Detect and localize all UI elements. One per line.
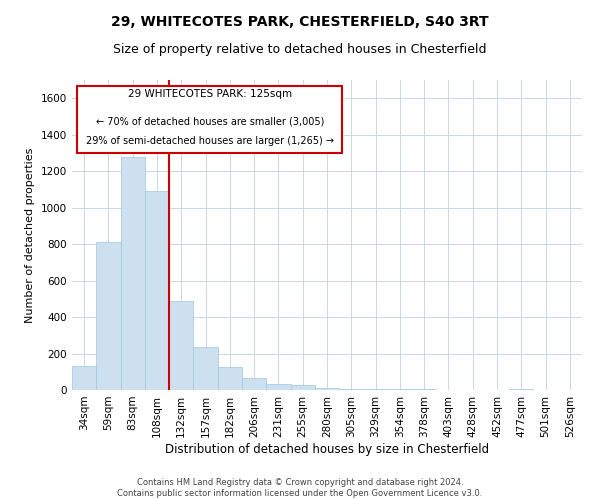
- Bar: [339, 388, 364, 390]
- Bar: [315, 388, 339, 390]
- Text: 29% of semi-detached houses are larger (1,265) →: 29% of semi-detached houses are larger (…: [86, 136, 334, 146]
- Bar: [218, 367, 242, 390]
- Bar: [121, 156, 145, 390]
- Bar: [169, 300, 193, 390]
- FancyBboxPatch shape: [77, 86, 342, 153]
- Bar: [242, 378, 266, 390]
- Bar: [364, 389, 388, 390]
- Text: 29 WHITECOTES PARK: 125sqm: 29 WHITECOTES PARK: 125sqm: [128, 90, 292, 100]
- Text: 29, WHITECOTES PARK, CHESTERFIELD, S40 3RT: 29, WHITECOTES PARK, CHESTERFIELD, S40 3…: [111, 15, 489, 29]
- Y-axis label: Number of detached properties: Number of detached properties: [25, 148, 35, 322]
- Bar: [145, 191, 169, 390]
- Bar: [72, 366, 96, 390]
- Bar: [290, 386, 315, 390]
- Bar: [509, 389, 533, 390]
- Bar: [96, 242, 121, 390]
- Bar: [266, 384, 290, 390]
- Bar: [193, 347, 218, 390]
- Text: Contains HM Land Registry data © Crown copyright and database right 2024.
Contai: Contains HM Land Registry data © Crown c…: [118, 478, 482, 498]
- Bar: [412, 389, 436, 390]
- Bar: [388, 389, 412, 390]
- X-axis label: Distribution of detached houses by size in Chesterfield: Distribution of detached houses by size …: [165, 442, 489, 456]
- Text: Size of property relative to detached houses in Chesterfield: Size of property relative to detached ho…: [113, 42, 487, 56]
- Text: ← 70% of detached houses are smaller (3,005): ← 70% of detached houses are smaller (3,…: [95, 116, 324, 126]
